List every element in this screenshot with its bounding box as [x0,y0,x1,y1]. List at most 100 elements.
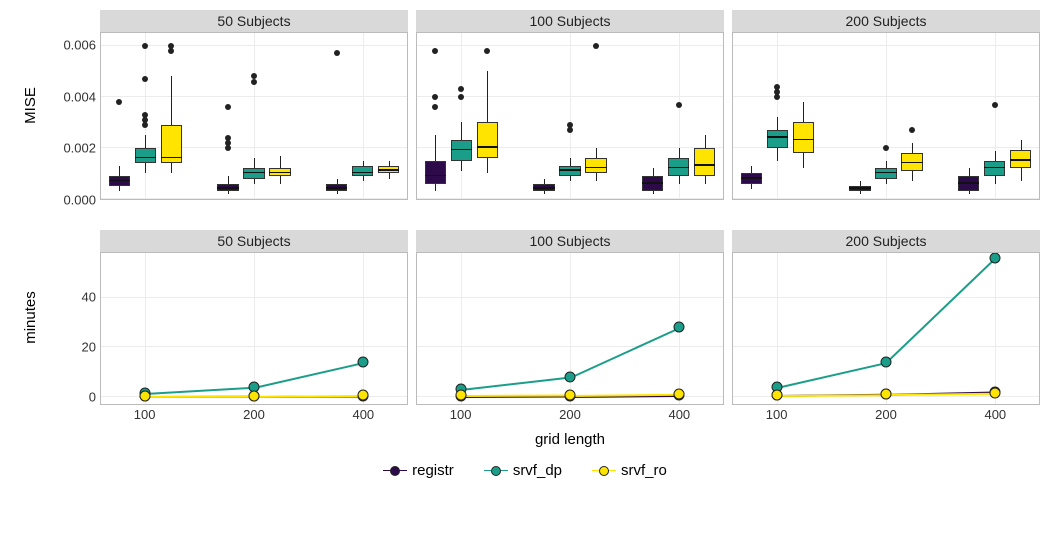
line-panel [732,252,1040,405]
xtick-panel: 100200400 [100,405,408,427]
facet-strip: 50 Subjects [100,10,408,32]
ytick: 0.002 [63,141,96,156]
outlier [593,43,599,49]
legend-key [592,465,616,477]
facet-bottom: 100 Subjects [416,230,724,405]
outlier [168,48,174,54]
outlier [251,73,257,79]
line-segment [570,327,679,378]
xtick-area: 100200400100200400100200400 [100,405,1040,427]
ytick: 0.000 [63,193,96,208]
top-panels: 50 Subjects 100 Subjects 200 Subjects [100,10,1040,200]
point-srvf_dp [357,356,368,367]
outlier [458,94,464,100]
box-srvf_dp [352,166,373,176]
facet-strip: 100 Subjects [416,230,724,252]
ytick: 40 [82,290,96,305]
xaxis-row: 100200400100200400100200400 [10,405,1040,427]
yaxis-top: 0.0000.0020.0040.006 [50,10,100,200]
ylabel-col-top: MISE [10,10,50,200]
legend-item-registr: registr [383,462,454,479]
point-srvf_ro [249,390,260,401]
xtick: 400 [984,407,1006,422]
outlier [225,135,231,141]
outlier [883,145,889,151]
box-registr [958,176,979,191]
xtick: 400 [668,407,690,422]
facet-bottom: 50 Subjects [100,230,408,405]
line-panel [416,252,724,405]
outlier [334,50,340,56]
box-srvf_ro [793,122,814,153]
bottom-row: minutes 0 20 40 50 Subjects 100 Subjects 200… [10,230,1040,405]
ytick: 0.004 [63,89,96,104]
xtick: 200 [559,407,581,422]
ytick: 0 [89,390,96,405]
outlier [225,140,231,146]
xtick: 400 [352,407,374,422]
outlier [142,122,148,128]
facet-strip: 200 Subjects [732,230,1040,252]
box-srvf_dp [243,168,264,178]
point-srvf_dp [673,322,684,333]
outlier [225,104,231,110]
box-registr [642,176,663,191]
outlier [142,76,148,82]
line-segment [145,396,254,398]
point-srvf_ro [565,389,576,400]
legend-item-srvf_ro: srvf_ro [592,462,667,479]
box-srvf_ro [477,122,498,158]
box-srvf_ro [694,148,715,176]
xtick-panel: 100 200 400 [416,405,724,427]
line-segment [145,387,254,395]
xtick: 100 [766,407,788,422]
facet-top: 50 Subjects [100,10,408,200]
outlier [432,48,438,54]
ytick: 20 [82,340,96,355]
box-registr [425,161,446,184]
yaxis-bottom: 0 20 40 [50,230,100,405]
line-segment [885,258,995,363]
legend-label: srvf_ro [621,462,667,479]
point-srvf_ro [989,387,1000,398]
outlier [992,102,998,108]
line-panel [100,252,408,405]
outlier [432,104,438,110]
top-row: MISE 0.0000.0020.0040.006 50 Subjects100… [10,10,1040,200]
outlier [484,48,490,54]
outlier [774,89,780,95]
box-srvf_dp [451,140,472,160]
point-srvf_dp [881,356,892,367]
point-srvf_ro [357,389,368,400]
outlier [567,122,573,128]
bottom-panels: 50 Subjects 100 Subjects 200 Subjects [100,230,1040,405]
facet-strip: 100 Subjects [416,10,724,32]
outlier [142,43,148,49]
box-registr [109,176,130,186]
xtick: 200 [243,407,265,422]
boxplot-panel [100,32,408,200]
point-srvf_ro [673,388,684,399]
legend-label: registr [412,462,454,479]
facet-top: 200 Subjects [732,10,1040,200]
xtick: 200 [875,407,897,422]
facet-strip: 200 Subjects [732,10,1040,32]
legend-key [484,465,508,477]
outlier [432,94,438,100]
ylabel-col-bottom: minutes [10,230,50,405]
boxplot-panel [732,32,1040,200]
outlier [676,102,682,108]
box-srvf_dp [135,148,156,163]
outlier [251,79,257,85]
legend-label: srvf_dp [513,462,562,479]
facet-top: 100 Subjects [416,10,724,200]
outlier [116,99,122,105]
xtick-panel: 100 200 400 [732,405,1040,427]
box-registr [741,173,762,183]
xtick: 100 [450,407,472,422]
line-segment [254,362,363,388]
outlier [142,112,148,118]
outlier [458,86,464,92]
legend-key [383,465,407,477]
ylabel-minutes: minutes [22,291,39,344]
